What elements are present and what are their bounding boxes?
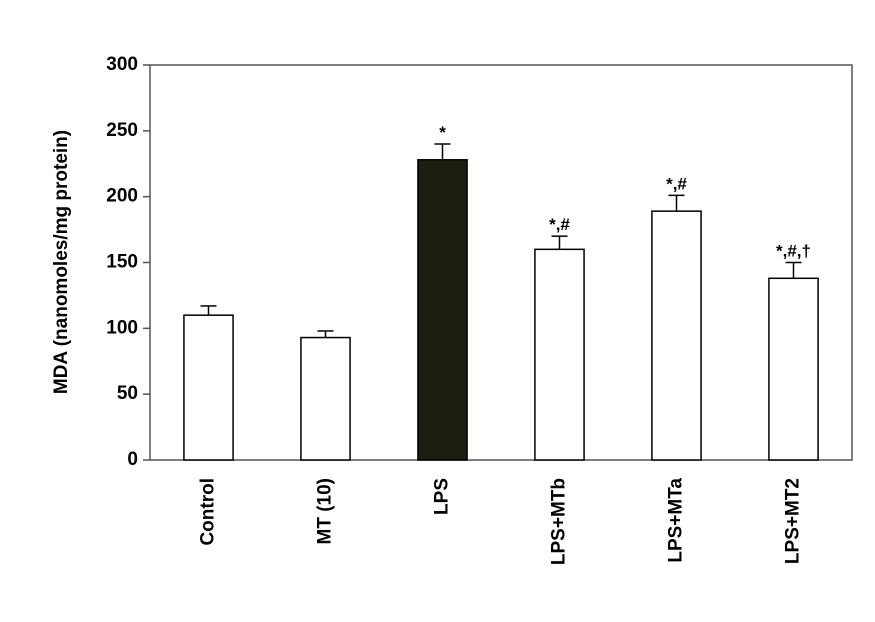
annotation: *,#,† — [776, 242, 811, 261]
x-tick-label: LPS+MT2 — [783, 478, 804, 564]
bar — [417, 159, 468, 461]
y-tick-label: 300 — [106, 54, 138, 75]
x-tick-label: LPS+MTb — [549, 478, 570, 565]
bar — [651, 210, 702, 461]
x-tick-label: MT (10) — [315, 478, 336, 545]
plot-frame — [149, 64, 853, 461]
annotation: *,# — [549, 215, 570, 234]
bar — [768, 277, 819, 461]
y-tick-label: 0 — [127, 449, 138, 470]
y-tick-label: 100 — [106, 317, 138, 338]
annotation: * — [439, 123, 446, 142]
bar — [183, 314, 234, 461]
y-tick-label: 200 — [106, 186, 138, 207]
y-axis-title: MDA (nanomoles/mg protein) — [51, 130, 72, 394]
y-tick-label: 250 — [106, 120, 138, 141]
bar — [300, 336, 351, 461]
bar — [534, 248, 585, 461]
annotation: *,# — [666, 174, 687, 193]
y-tick-label: 150 — [106, 252, 138, 273]
y-tick-label: 50 — [117, 383, 138, 404]
x-tick-label: LPS+MTa — [666, 478, 687, 563]
x-tick-label: LPS — [432, 478, 453, 515]
x-tick-label: Control — [198, 478, 219, 546]
